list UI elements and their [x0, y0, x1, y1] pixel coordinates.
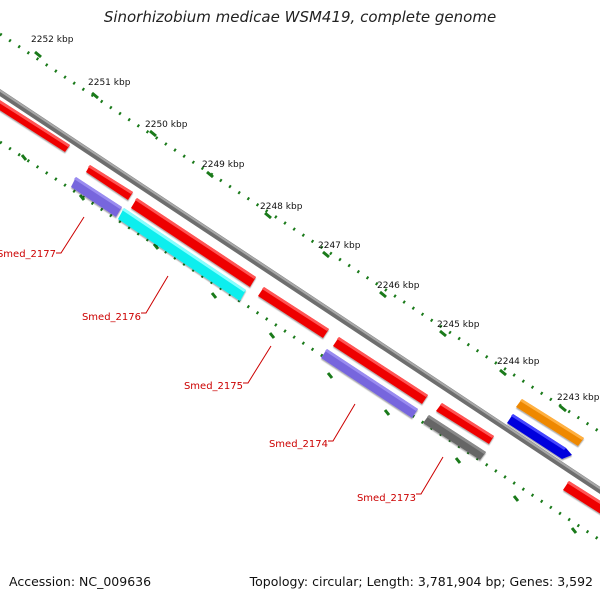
major-tick [91, 91, 99, 100]
outer-scale-line [0, 32, 600, 434]
cds-smed-2173 [423, 415, 486, 460]
label-leaders [56, 216, 444, 495]
kbp-label: 2244 kbp [497, 357, 540, 367]
major-tick [206, 170, 214, 179]
cds-feature-red [563, 481, 600, 514]
kbp-label: 2243 kbp [557, 393, 600, 403]
gene-label: Smed_2174 [269, 439, 328, 450]
kbp-label: 2250 kbp [145, 120, 188, 130]
kbp-label: 2245 kbp [437, 320, 480, 330]
map-title: Sinorhizobium medicae WSM419, complete g… [104, 8, 496, 26]
kbp-label: 2251 kbp [88, 78, 131, 88]
cds-smed-2176 [118, 208, 246, 301]
cds-feature-red [131, 198, 256, 287]
major-tick [439, 329, 447, 338]
major-tick [499, 368, 507, 377]
major-tick [379, 290, 387, 299]
major-tick [559, 404, 567, 413]
scale-dots [0, 32, 600, 542]
gene-labels: Smed_2177 Smed_2176 Smed_2175 Smed_2174 … [0, 249, 416, 504]
cds-feature-red [436, 403, 494, 444]
inner-ticks [20, 154, 578, 534]
kbp-label: 2249 kbp [202, 160, 245, 170]
accession-text: Accession: NC_009636 [9, 574, 151, 589]
cds-smed-2174 [321, 349, 418, 418]
cds-feature-red [86, 165, 133, 200]
major-tick [34, 50, 42, 59]
gene-label: Smed_2173 [357, 493, 416, 504]
major-tick [322, 250, 330, 259]
cds-features [0, 100, 600, 514]
kbp-label: 2247 kbp [318, 241, 361, 251]
gene-label: Smed_2177 [0, 249, 56, 260]
kbp-ticks: 2252 kbp 2251 kbp 2250 kbp 2249 kbp 2248… [31, 35, 600, 413]
kbp-label: 2248 kbp [260, 202, 303, 212]
cds-feature-red [333, 337, 428, 404]
genome-backbone [0, 89, 600, 494]
major-tick [149, 129, 157, 138]
cds-smed-2177 [71, 177, 122, 217]
kbp-label: 2246 kbp [377, 281, 420, 291]
gene-label: Smed_2176 [82, 312, 141, 323]
cds-smed-2175 [258, 287, 329, 338]
cds-feature-orange [516, 399, 584, 446]
gene-label: Smed_2175 [184, 381, 243, 392]
genome-summary-text: Topology: circular; Length: 3,781,904 bp… [249, 574, 593, 589]
major-tick [264, 211, 272, 220]
kbp-label: 2252 kbp [31, 35, 74, 45]
cds-feature-blue [507, 414, 572, 459]
